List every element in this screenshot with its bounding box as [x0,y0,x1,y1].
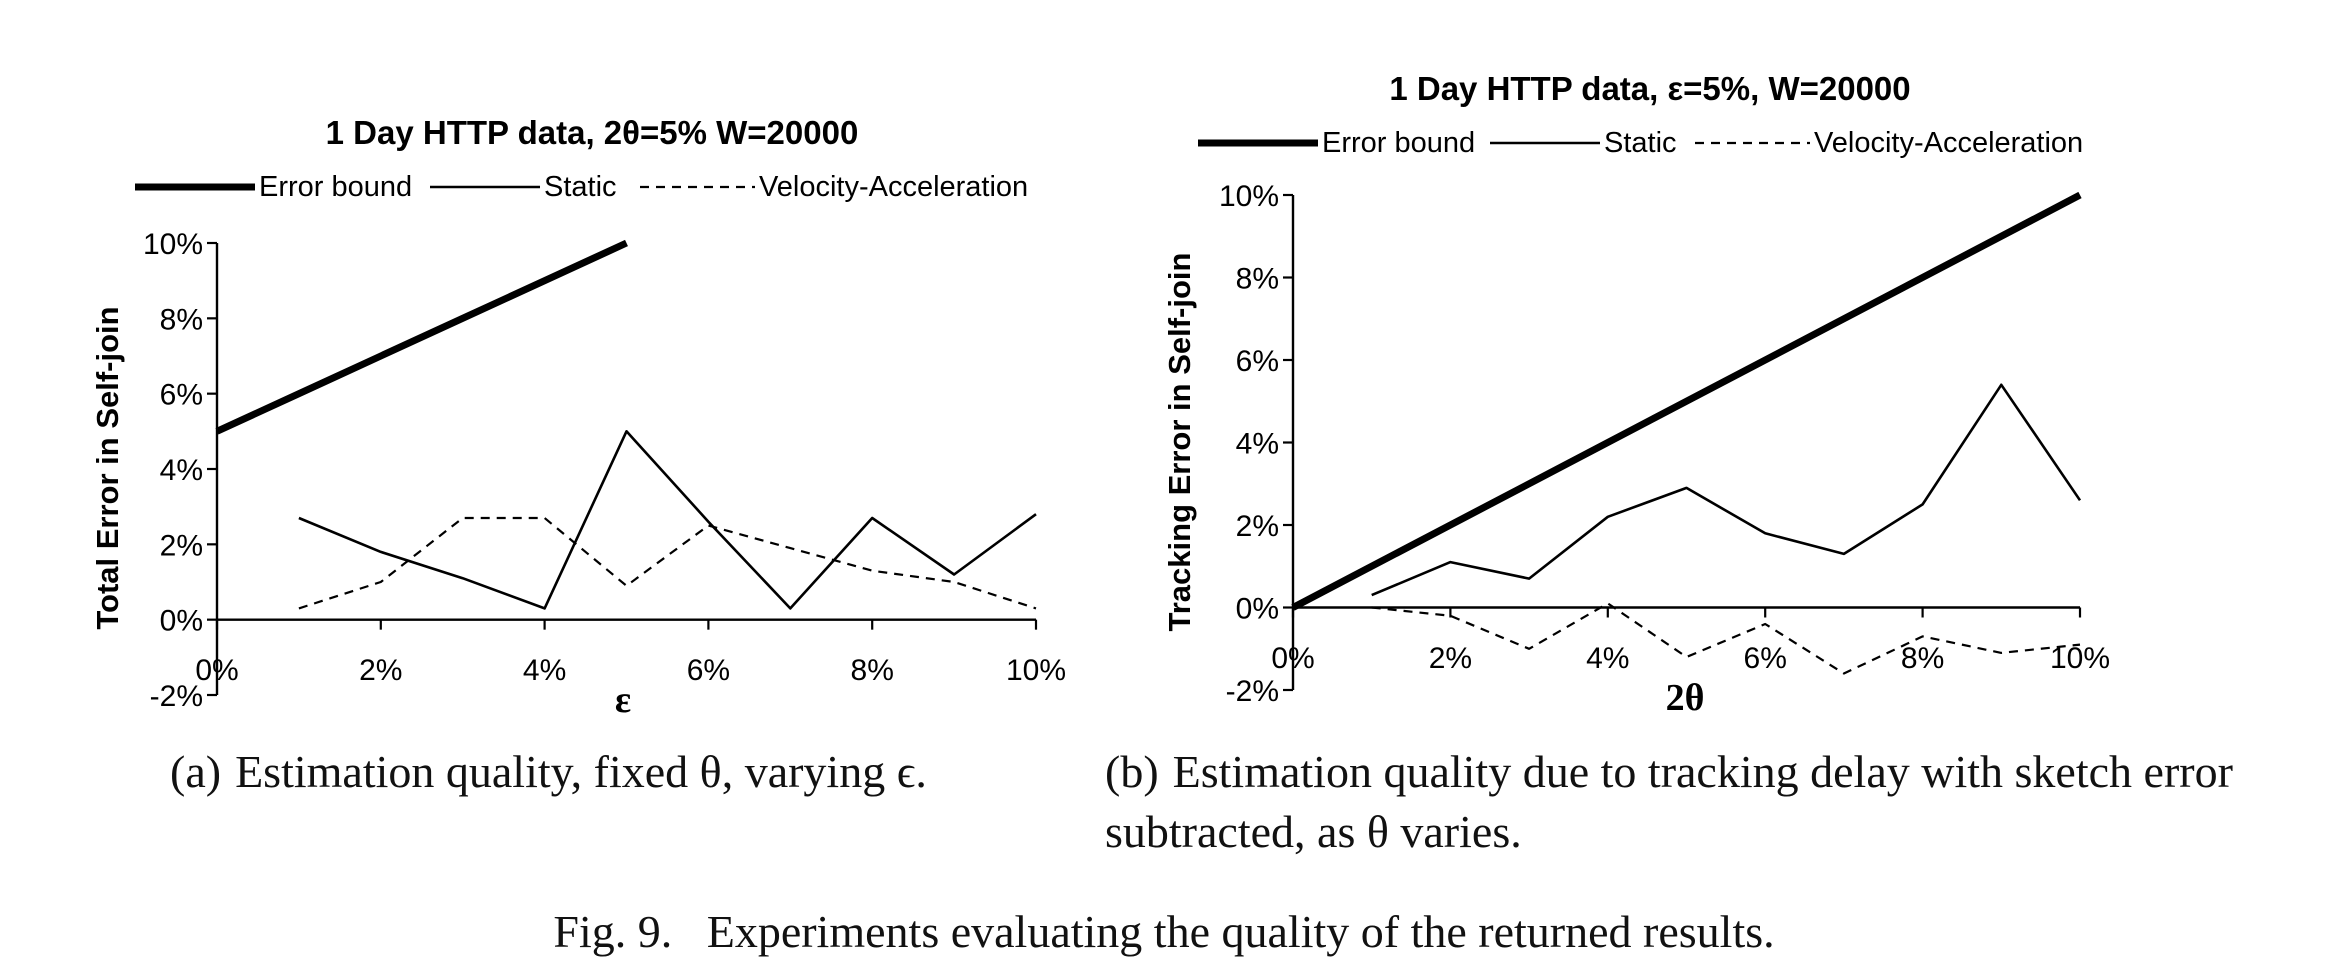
y-tick-label: -2% [150,680,203,713]
chart-b: 1 Day HTTP data, ε=5%, W=20000 Error boun… [1162,70,2110,719]
y-tick-label: 6% [160,379,203,412]
x-tick-label: 4% [523,654,566,687]
x-tick-label: 4% [1586,642,1629,675]
legend-label: Velocity-Acceleration [759,171,1028,203]
caption-a: (a) Estimation quality, fixed θ, varying … [170,742,1070,802]
y-tick-label: -2% [1226,675,1279,708]
x-tick-label: 0% [195,654,238,687]
series-error-bound [1291,191,2082,611]
y-tick-label: 10% [143,228,203,261]
x-tick-label: 8% [1901,642,1944,675]
chart-title: 1 Day HTTP data, 2θ=5% W=20000 [326,114,859,151]
x-axis-title: 2θ [1666,677,1705,719]
y-tick-label: 6% [1236,345,1279,378]
y-tick-label: 10% [1219,180,1279,213]
legend-label: Velocity-Acceleration [1814,127,2083,159]
x-axis-title: ε [615,679,631,721]
y-tick-label: 8% [1236,263,1279,296]
chart-a: 1 Day HTTP data, 2θ=5% W=20000 Error boun… [90,114,1066,721]
caption-a-tag: (a) [170,746,222,797]
y-tick-label: 8% [160,303,203,336]
x-tick-label: 6% [687,654,730,687]
x-tick-label: 8% [851,654,894,687]
x-tick-label: 6% [1744,642,1787,675]
x-tick-label: 2% [359,654,402,687]
y-axis-title: Tracking Error in Self-join [1162,253,1197,632]
legend-label: Static [544,171,617,203]
figure-caption: Fig. 9. Experiments evaluating the quali… [553,906,1775,957]
caption-b: (b) Estimation quality due to tracking de… [1105,742,2255,862]
y-tick-label: 0% [160,605,203,638]
series-static [298,429,1037,610]
y-tick-label: 2% [1236,510,1279,543]
legend-label: Error bound [259,171,412,203]
y-tick-label: 2% [160,529,203,562]
legend-label: Static [1604,127,1677,159]
series-static [1371,383,2082,597]
y-tick-label: 4% [1236,428,1279,461]
caption-b-text: Estimation quality due to tracking delay… [1105,746,2233,857]
caption-b-tag: (b) [1105,746,1159,797]
caption-a-text: Estimation quality, fixed θ, varying ϵ. [235,746,927,797]
chart-title: 1 Day HTTP data, ε=5%, W=20000 [1389,70,1910,107]
x-tick-label: 10% [1006,654,1066,687]
y-axis-title: Total Error in Self-join [90,306,125,629]
x-tick-label: 0% [1271,642,1314,675]
y-tick-label: 0% [1236,593,1279,626]
y-tick-label: 4% [160,454,203,487]
series-velocity-acceleration [298,516,1037,610]
legend-label: Error bound [1322,127,1475,159]
series-error-bound [215,239,628,435]
series-velocity-acceleration [1371,602,2081,675]
x-tick-label: 2% [1429,642,1472,675]
